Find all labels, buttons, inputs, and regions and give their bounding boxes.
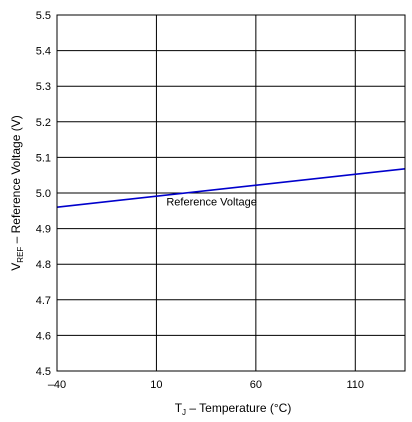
x-tick-label: 10: [150, 379, 162, 391]
plot-frame: [56, 14, 406, 372]
y-tick-label: 5.0: [36, 188, 51, 200]
y-axis-label-sub: REF: [16, 247, 25, 263]
y-tick-label: 4.5: [36, 366, 51, 378]
series-layer: [56, 168, 406, 208]
x-tick-labels: –40 10 60 110: [48, 379, 364, 391]
x-tick-label: 60: [250, 379, 262, 391]
x-axis-label-rest: – Temperature (°C): [186, 401, 291, 415]
y-axis-label-base: V: [9, 263, 23, 271]
y-tick-label: 5.4: [36, 46, 51, 58]
y-tick-label: 4.7: [36, 295, 51, 307]
grid: [56, 14, 405, 372]
x-axis-label-sub: J: [182, 408, 186, 417]
y-tick-label: 5.2: [36, 117, 51, 129]
x-tick-label: –40: [48, 379, 66, 391]
y-tick-label: 5.1: [36, 152, 51, 164]
y-tick-label: 4.6: [36, 330, 51, 342]
y-axis-label-rest: – Reference Voltage (V): [9, 115, 23, 246]
x-axis-label: TJ – Temperature (°C): [175, 401, 292, 417]
y-tick-labels: 4.5 4.6 4.7 4.8 4.9 5.0 5.1 5.2 5.3 5.4 5.5: [36, 10, 51, 378]
y-axis-label: VREF – Reference Voltage (V): [9, 115, 25, 270]
annotations: Reference Voltage: [166, 196, 257, 208]
y-tick-label: 4.9: [36, 224, 51, 236]
x-axis-label-base: T: [175, 401, 183, 415]
y-tick-label: 5.3: [36, 81, 51, 93]
y-tick-label: 5.5: [36, 10, 51, 22]
series-line-reference-voltage: [56, 168, 406, 208]
series-annotation: Reference Voltage: [166, 196, 257, 208]
x-tick-label: 110: [347, 379, 365, 391]
y-tick-label: 4.8: [36, 259, 51, 271]
